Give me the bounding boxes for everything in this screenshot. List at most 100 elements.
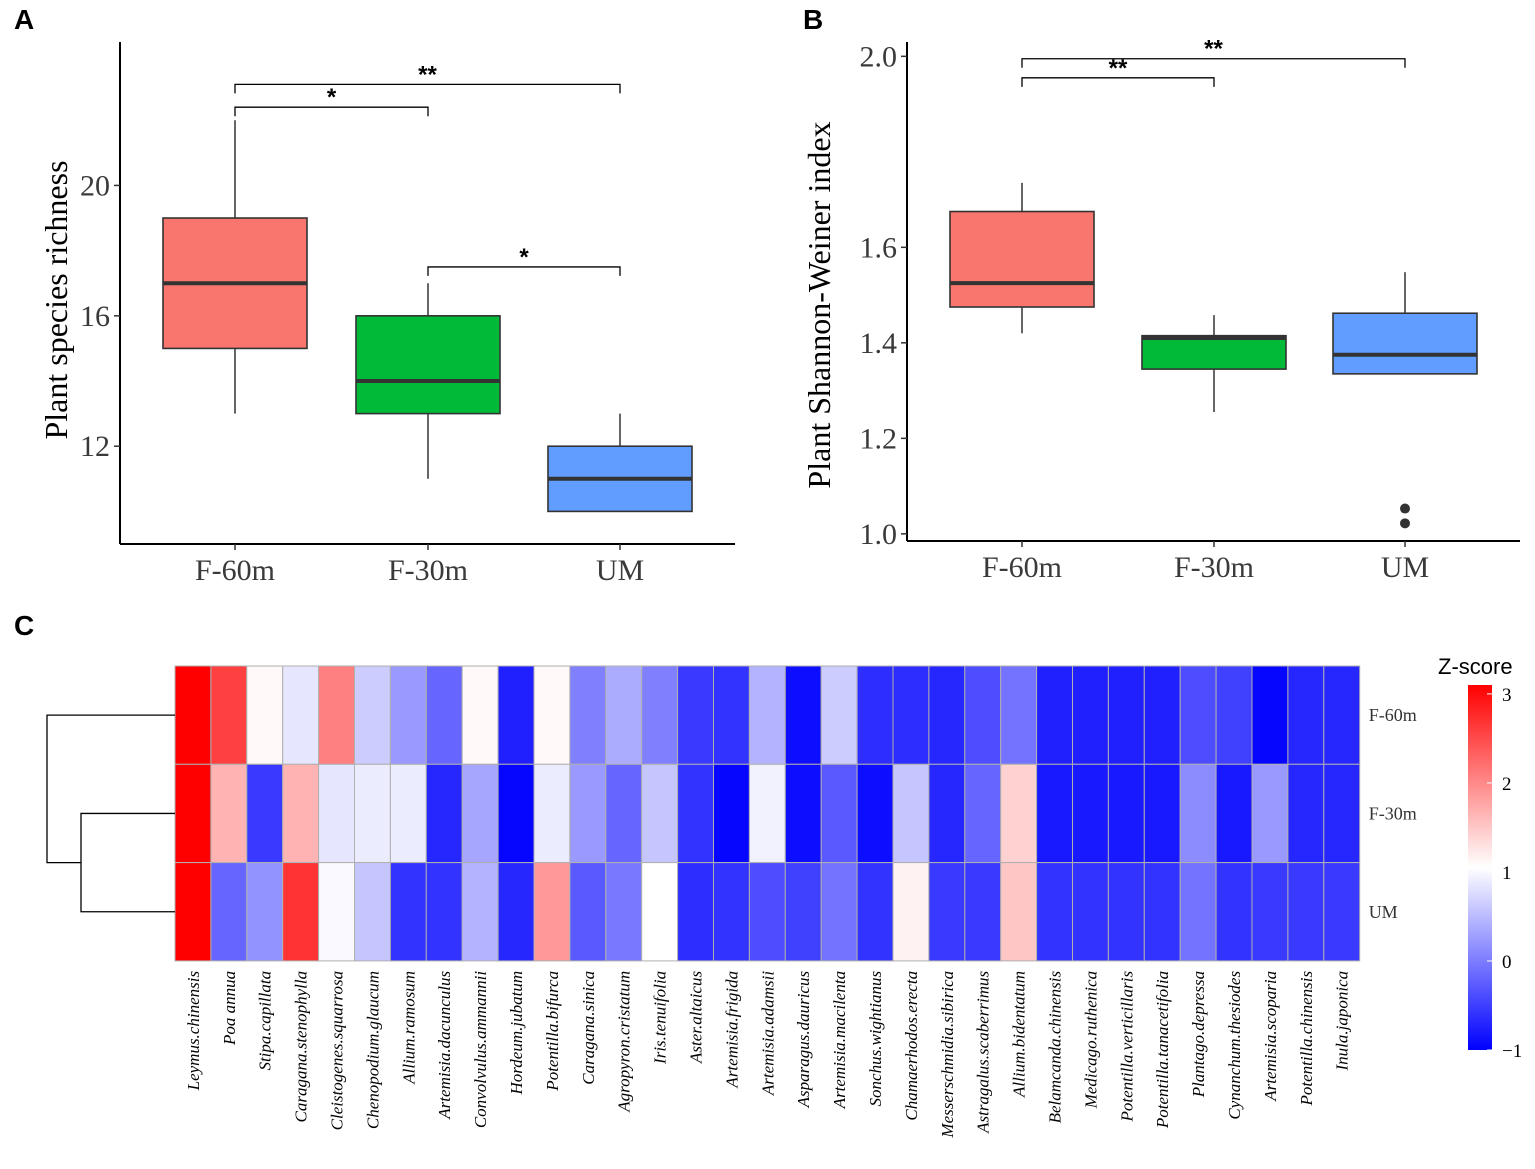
heatmap-cell xyxy=(246,665,284,765)
heatmap: F-60m F-30m UM Leymus.chinensis Poa annua Sti… xyxy=(46,665,1417,1139)
heatmap-cell xyxy=(784,763,822,864)
heatmap-column-label: Potentilla.chinensis xyxy=(1297,971,1316,1107)
heatmap-column-label: Cleistogenes.squarrosa xyxy=(328,971,347,1130)
heatmap-cell xyxy=(641,862,679,962)
heatmap-column-label: Poa annua xyxy=(220,971,239,1046)
heatmap-cell xyxy=(748,665,786,765)
row-dendrogram xyxy=(46,714,175,913)
heatmap-cell xyxy=(1179,862,1217,962)
heatmap-column-label: Potentilla.verticillaris xyxy=(1117,971,1136,1123)
heatmap-cell xyxy=(569,763,607,864)
heatmap-cell xyxy=(1000,665,1038,765)
heatmap-cell xyxy=(1179,763,1217,864)
significance-label: * xyxy=(519,244,529,271)
y-tick-label: 1.0 xyxy=(860,518,898,551)
heatmap-cell xyxy=(677,763,714,864)
significance-label: * xyxy=(327,84,337,111)
heatmap-cell xyxy=(1215,763,1253,864)
heatmap-cell xyxy=(210,862,248,962)
heatmap-cell xyxy=(1072,763,1109,864)
heatmap-column-label: Caragana.sinica xyxy=(579,971,598,1085)
heatmap-column-label: Artemisia.frigida xyxy=(722,971,741,1089)
heatmap-row-label: F-60m xyxy=(1369,705,1417,725)
heatmap-column-label: Plantago.depressa xyxy=(1189,971,1208,1098)
heatmap-cell xyxy=(1072,862,1109,962)
box-UM xyxy=(547,413,693,513)
heatmap-cell xyxy=(461,763,499,864)
heatmap-cell xyxy=(425,763,463,864)
heatmap-cell xyxy=(784,862,822,962)
heatmap-cell xyxy=(1251,763,1289,864)
heatmap-row-label: F-30m xyxy=(1369,803,1417,823)
heatmap-cell xyxy=(533,665,571,765)
heatmap-cell xyxy=(354,665,391,765)
heatmap-cell xyxy=(1143,665,1181,765)
box-UM xyxy=(1332,272,1478,529)
heatmap-cell xyxy=(1036,763,1073,864)
heatmap-column-label: Sonchus.wightianus xyxy=(866,971,885,1107)
box-F-60m xyxy=(949,182,1095,334)
heatmap-cell xyxy=(389,665,427,765)
significance-bracket: ** xyxy=(234,61,621,94)
heatmap-cell xyxy=(820,862,858,962)
heatmap-cell xyxy=(461,862,499,962)
heatmap-cell xyxy=(964,665,1002,765)
heatmap-cell xyxy=(210,665,248,765)
heatmap-cell xyxy=(964,862,1002,962)
heatmap-cell xyxy=(820,763,858,864)
box-F-60m xyxy=(162,120,308,414)
bracket-line xyxy=(427,266,621,276)
heatmap-cell xyxy=(1287,862,1325,962)
dendrogram-branch xyxy=(46,714,175,864)
significance-label: ** xyxy=(418,61,437,88)
heatmap-cell xyxy=(1323,862,1361,962)
panel-a-label: A xyxy=(14,4,35,35)
heatmap-column-label: Artemisia.scoparia xyxy=(1261,971,1280,1102)
heatmap-cell xyxy=(210,763,248,864)
bracket-line xyxy=(1021,58,1406,68)
heatmap-cell xyxy=(174,665,212,765)
y-tick-label: 20 xyxy=(80,169,110,202)
heatmap-cell xyxy=(1215,665,1253,765)
bracket-line xyxy=(234,106,429,117)
heatmap-column-label: Cynanchum.thesiodes xyxy=(1225,971,1244,1120)
boxplot-B: 1.0 1.2 1.4 1.6 2.0 F-60m F-30m UM Plant Shannon… xyxy=(801,36,1520,584)
legend-colorbar xyxy=(1468,685,1492,1050)
heatmap-column-label: Artemisia.dacunculus xyxy=(435,971,454,1120)
heatmap-cell xyxy=(389,763,427,864)
heatmap-column-label: Medicago.ruthenica xyxy=(1081,971,1100,1109)
significance-label: ** xyxy=(1204,36,1223,63)
heatmap-cell xyxy=(569,862,607,962)
heatmap-column-label: Chenopodium.glaucum xyxy=(363,971,382,1129)
heatmap-cell xyxy=(856,862,894,962)
heatmap-column-label: Asparagus.dauricus xyxy=(794,971,813,1109)
y-axis-title: Plant species richness xyxy=(38,160,74,439)
heatmap-cell xyxy=(1000,862,1038,962)
panel-b-label: B xyxy=(803,4,824,35)
y-tick-label: 2.0 xyxy=(860,40,898,73)
heatmap-column-label: Potentilla.bifurca xyxy=(543,971,562,1092)
heatmap-column-label: Potentilla.tanacetifolia xyxy=(1153,971,1172,1129)
heatmap-cell xyxy=(892,763,930,864)
x-tick-label: F-60m xyxy=(982,551,1062,584)
heatmap-cell xyxy=(282,862,320,962)
heatmap-cell xyxy=(461,665,499,765)
heatmap-cell xyxy=(1072,665,1109,765)
outlier-point xyxy=(1400,518,1410,529)
boxplot-A: 12 16 20 F-60m F-30m UM Plant species richness… xyxy=(38,42,735,587)
heatmap-cell xyxy=(533,763,571,864)
heatmap-column-label: Inula.japonica xyxy=(1333,971,1352,1072)
legend-title: Z-score xyxy=(1438,654,1513,679)
outlier-point xyxy=(1400,503,1410,514)
heatmap-cell xyxy=(1251,665,1289,765)
heatmap-cell xyxy=(1323,665,1361,765)
heatmap-cell xyxy=(1107,665,1145,765)
heatmap-cell xyxy=(533,862,571,962)
heatmap-cell xyxy=(892,862,930,962)
panel-c-label: C xyxy=(14,610,35,641)
dendrogram-branch xyxy=(80,812,175,913)
y-tick-label: 1.6 xyxy=(860,231,898,264)
box-body xyxy=(355,315,501,415)
heatmap-cell xyxy=(1215,862,1253,962)
